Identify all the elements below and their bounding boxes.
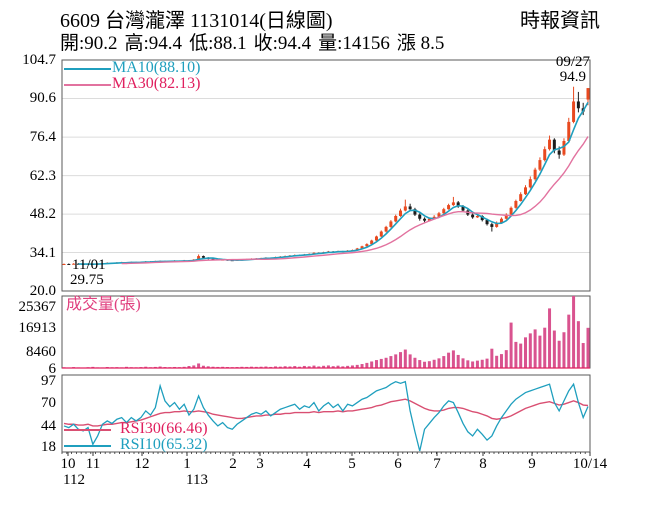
stock-title: 6609 台灣瀧澤 1131014(日線圖) bbox=[60, 10, 333, 32]
quote-close: 收:94.4 bbox=[253, 33, 312, 54]
quote-change: 漲 8.5 bbox=[396, 33, 445, 54]
volume-axis-label: 16913 bbox=[18, 320, 57, 336]
month-axis-label: 11 bbox=[85, 456, 101, 472]
ma30-legend-label: MA30(82.13) bbox=[112, 75, 201, 92]
month-axis-label: 10 bbox=[60, 456, 76, 472]
month-axis-label: 8 bbox=[479, 456, 487, 472]
quote-open: 開:90.2 bbox=[60, 33, 118, 54]
volume-axis-label: 6 bbox=[48, 361, 57, 377]
rsi-axis-label: 44 bbox=[41, 418, 56, 434]
quote-high: 高:94.4 bbox=[124, 33, 183, 54]
year-axis-label: 112 bbox=[63, 472, 85, 488]
ma10-legend-label: MA10(88.10) bbox=[112, 59, 201, 76]
rsi-axis-label: 97 bbox=[41, 373, 56, 389]
month-axis-label: 10/14 bbox=[572, 456, 608, 472]
peak-price-annotation: 94.9 bbox=[559, 69, 586, 85]
month-axis-label: 2 bbox=[229, 456, 237, 472]
low-price-annotation: 29.75 bbox=[70, 272, 104, 288]
price-axis-label: 90.6 bbox=[29, 90, 56, 107]
quote-low: 低:88.1 bbox=[189, 33, 247, 54]
price-axis-label: 48.2 bbox=[29, 206, 56, 223]
rsi10-legend-line bbox=[64, 445, 111, 447]
month-axis-label: 6 bbox=[394, 456, 402, 472]
month-axis-label: 3 bbox=[256, 456, 264, 472]
rsi-axis-label: 18 bbox=[41, 439, 56, 455]
page-title: 6609 台灣瀧澤 1131014(日線圖) bbox=[60, 4, 333, 33]
price-axis-label: 104.7 bbox=[22, 52, 56, 68]
month-axis-label: 12 bbox=[134, 456, 150, 472]
month-axis-label: 1 bbox=[183, 456, 191, 472]
rsi30-legend-label: RSI30(66.46) bbox=[120, 420, 208, 437]
ma30-legend-line bbox=[64, 84, 111, 86]
volume-axis-label: 25367 bbox=[18, 299, 57, 315]
quote-line: 開:90.2 高:94.4 低:88.1 收:94.4 量:14156 漲 8.5 bbox=[60, 28, 451, 55]
volume-axis-label: 8460 bbox=[26, 344, 56, 360]
low-date-annotation: 11/01 bbox=[72, 257, 106, 273]
rsi30-legend-line bbox=[64, 429, 111, 431]
volume-panel-title: 成交量(張) bbox=[66, 296, 141, 313]
month-axis-label: 9 bbox=[528, 456, 536, 472]
quote-volume: 量:14156 bbox=[318, 33, 390, 54]
month-axis-label: 4 bbox=[303, 456, 311, 472]
month-axis-label: 5 bbox=[348, 456, 356, 472]
rsi10-legend-label: RSI10(65.32) bbox=[120, 436, 208, 453]
peak-date-annotation: 09/27 bbox=[555, 54, 590, 70]
price-axis-label: 34.1 bbox=[29, 244, 56, 261]
price-axis-label: 76.4 bbox=[29, 129, 56, 146]
ma10-legend-line bbox=[64, 68, 111, 70]
price-axis-label: 20.0 bbox=[29, 283, 56, 299]
price-axis-label: 62.3 bbox=[29, 167, 56, 184]
month-axis-label: 7 bbox=[433, 456, 441, 472]
data-source-label: 時報資訊 bbox=[520, 10, 600, 32]
rsi-axis-label: 70 bbox=[41, 395, 56, 411]
year-axis-label: 113 bbox=[186, 472, 208, 488]
